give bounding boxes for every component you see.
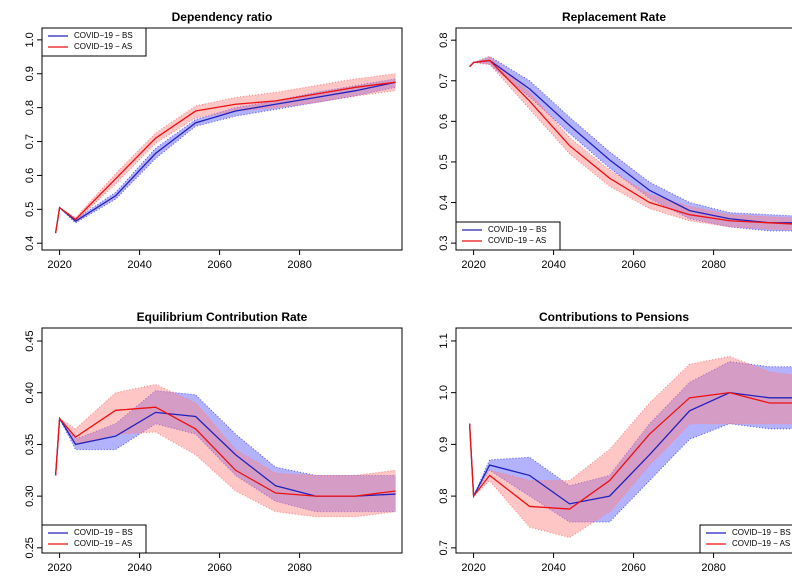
legend-label: COVID−19 − AS [488, 236, 546, 245]
panel-title: Equilibrium Contribution Rate [137, 310, 308, 324]
legend-box [41, 524, 147, 554]
x-tick-label: 2020 [47, 562, 71, 574]
plot-frame [455, 27, 792, 251]
x-tick-label: 2040 [541, 562, 565, 574]
series-line [54, 81, 396, 234]
band [469, 56, 792, 231]
series-line [54, 81, 396, 234]
x-tick-label: 2060 [621, 562, 645, 574]
y-tick-label: 0.25 [24, 537, 36, 558]
y-tick-label: 1.1 [438, 333, 450, 348]
legend-label: COVID−19 − BS [732, 528, 791, 537]
plot-frame [455, 327, 792, 554]
y-tick-label: 0.4 [438, 195, 450, 210]
band [469, 56, 792, 231]
panel: Contributions to Pensions 0.7 0.8 0.9 1.0 1.1… [438, 310, 792, 574]
legend: COVID−19 − BS COVID−19 − AS [41, 27, 147, 57]
legend: COVID−19 − BS COVID−19 − AS [41, 524, 147, 554]
x-tick-label: 2040 [127, 259, 151, 271]
y-tick-label: 0.8 [24, 100, 36, 115]
x-tick-label: 2060 [207, 562, 231, 574]
legend-box [699, 524, 792, 554]
plot-area [469, 55, 792, 232]
series-line [468, 391, 792, 510]
x-tick-label: 2040 [127, 562, 151, 574]
legend-label: COVID−19 − AS [732, 539, 790, 548]
x-tick-label: 2060 [621, 259, 645, 271]
y-tick-label: 1.0 [438, 385, 450, 400]
y-tick-label: 0.40 [24, 382, 36, 403]
y-tick-label: 0.8 [438, 488, 450, 503]
y-tick-label: 0.3 [438, 235, 450, 250]
legend-box [41, 27, 147, 57]
y-tick-label: 0.7 [438, 540, 450, 555]
x-tick-label: 2080 [701, 259, 725, 271]
x-tick-label: 2080 [287, 562, 311, 574]
x-tick-label: 2020 [47, 259, 71, 271]
y-tick-label: 0.7 [24, 134, 36, 149]
panel: Equilibrium Contribution Rate 0.25 0.30 0.3… [24, 310, 403, 574]
plot-area [54, 383, 396, 518]
series-line [468, 391, 792, 505]
panel: Dependency ratio 0.4 0.5 0.6 0.7 0.8 0.9 1.0 202… [24, 10, 403, 271]
legend: COVID−19 − BS COVID−19 − AS [699, 524, 792, 554]
band [55, 78, 396, 234]
panel-title: Dependency ratio [172, 10, 273, 24]
legend-label: COVID−19 − AS [74, 539, 132, 548]
series-line [469, 59, 792, 225]
band [469, 361, 792, 522]
x-tick-label: 2060 [207, 259, 231, 271]
band-edge [55, 383, 396, 476]
legend-label: COVID−19 − BS [488, 225, 547, 234]
y-tick-label: 0.8 [438, 33, 450, 48]
y-tick-label: 0.9 [24, 66, 36, 81]
band-edge [469, 61, 792, 232]
y-tick-label: 0.5 [438, 154, 450, 169]
series-line [54, 406, 396, 497]
x-tick-label: 2040 [541, 259, 565, 271]
y-tick-label: 0.30 [24, 485, 36, 506]
y-tick-label: 0.9 [438, 437, 450, 452]
band [55, 384, 396, 517]
y-tick-label: 0.45 [24, 330, 36, 351]
y-tick-label: 0.7 [438, 73, 450, 88]
legend-box [455, 221, 561, 251]
y-tick-label: 0.5 [24, 202, 36, 217]
panel-title: Contributions to Pensions [539, 310, 689, 324]
plot-frame [41, 27, 403, 251]
y-tick-label: 0.6 [438, 114, 450, 129]
legend-label: COVID−19 − BS [74, 528, 133, 537]
band-edge [469, 423, 792, 539]
legend-label: COVID−19 − BS [74, 31, 133, 40]
panel-title: Replacement Rate [562, 10, 666, 24]
plot-area [468, 355, 792, 539]
y-tick-label: 0.35 [24, 434, 36, 455]
band [55, 73, 396, 234]
x-tick-label: 2080 [287, 259, 311, 271]
x-tick-label: 2020 [461, 259, 485, 271]
x-tick-label: 2080 [701, 562, 725, 574]
plot-frame [41, 327, 403, 554]
y-tick-label: 0.6 [24, 168, 36, 183]
panel: Replacement Rate 0.3 0.4 0.5 0.6 0.7 0.8 2020 20… [438, 10, 792, 271]
plot-area [54, 73, 396, 234]
y-tick-label: 0.4 [24, 236, 36, 251]
x-tick-label: 2020 [461, 562, 485, 574]
y-tick-label: 1.0 [24, 32, 36, 47]
band-edge [469, 355, 792, 498]
legend: COVID−19 − BS COVID−19 − AS [455, 221, 561, 251]
band [469, 356, 792, 538]
legend-label: COVID−19 − AS [74, 42, 132, 51]
